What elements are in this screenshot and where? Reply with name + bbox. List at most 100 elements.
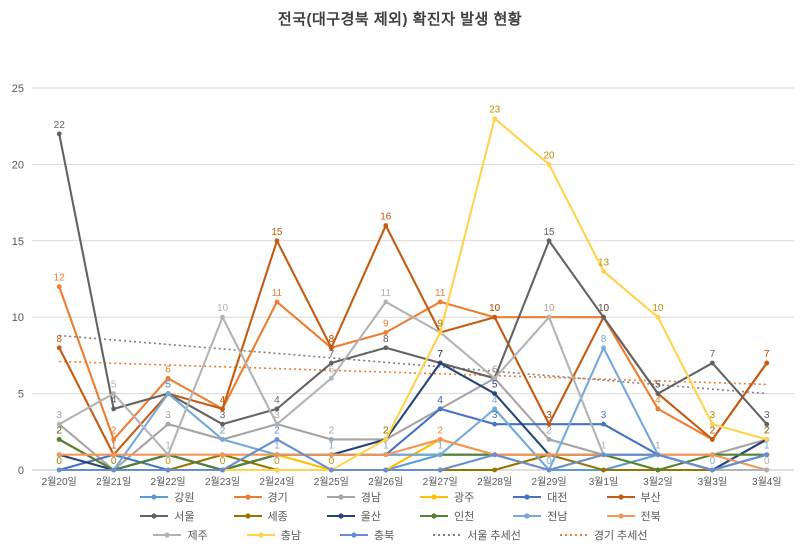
- data-label: 7: [764, 349, 770, 360]
- x-axis-label: 3월2일: [643, 476, 673, 488]
- data-point: [546, 467, 552, 473]
- data-label: 1: [329, 441, 335, 452]
- legend-item-충남: 충남: [246, 527, 301, 543]
- data-label: 15: [544, 227, 556, 238]
- data-label: 10: [598, 303, 610, 314]
- y-axis-tick-label: 15: [12, 236, 24, 248]
- legend-row: 강원 경기 경남 광주 대전 부산: [139, 489, 661, 505]
- data-label: 10: [544, 303, 556, 314]
- x-axis-label: 2월29일: [532, 476, 567, 488]
- data-label: 1: [437, 441, 443, 452]
- legend-swatch-icon: [420, 513, 448, 519]
- data-label: 11: [272, 288, 283, 299]
- series-line-전남: [58, 346, 768, 472]
- data-label: 0: [56, 456, 62, 467]
- legend-item-전북: 전북: [606, 508, 661, 524]
- data-point: [764, 437, 770, 442]
- data-label: 3: [56, 410, 62, 421]
- data-label: 10: [217, 303, 229, 314]
- data-label: 10: [489, 303, 501, 314]
- legend-item-경기: 경기: [233, 489, 288, 505]
- data-point: [601, 314, 606, 320]
- data-point: [601, 268, 606, 274]
- data-label: 2: [764, 425, 770, 436]
- data-point: [274, 467, 280, 473]
- legend-item-서울 추세선: 서울 추세선: [432, 527, 521, 543]
- data-point: [56, 467, 62, 473]
- data-label: 2: [383, 425, 389, 436]
- data-point: [274, 437, 280, 442]
- data-point: [220, 421, 225, 427]
- legend-item-대전: 대전: [512, 489, 568, 505]
- data-label: 2: [56, 425, 62, 436]
- data-label: 1: [111, 441, 117, 452]
- data-point: [764, 452, 770, 458]
- x-axis-label: 2월24일: [259, 476, 294, 488]
- data-label: 4: [111, 395, 117, 406]
- data-label: 9: [383, 318, 389, 329]
- data-point: [111, 452, 117, 458]
- data-point: [328, 360, 334, 366]
- data-label: 6: [165, 364, 171, 375]
- data-label: 2: [329, 425, 335, 436]
- legend-item-광주: 광주: [419, 489, 474, 505]
- legend-item-부산: 부산: [606, 489, 661, 505]
- data-label: 10: [652, 303, 664, 314]
- data-label: 3: [546, 410, 552, 421]
- data-label: 0: [111, 456, 117, 467]
- data-point: [437, 452, 443, 458]
- data-point: [601, 452, 606, 458]
- data-point: [56, 345, 62, 351]
- data-point: [437, 360, 443, 366]
- data-label: 2: [764, 425, 770, 436]
- data-point: [709, 467, 715, 473]
- data-point: [111, 391, 117, 396]
- data-point: [56, 421, 62, 427]
- data-label: 2: [764, 425, 770, 436]
- data-point: [655, 314, 661, 320]
- x-axis-label: 2월27일: [423, 476, 458, 488]
- data-point: [655, 467, 661, 473]
- data-point: [111, 437, 117, 442]
- data-label: 2: [383, 425, 389, 436]
- data-label: 7: [329, 349, 335, 360]
- data-point: [655, 406, 661, 412]
- legend-swatch-icon: [233, 513, 262, 519]
- legend-item-충북: 충북: [339, 527, 394, 543]
- data-point: [165, 452, 171, 458]
- data-label: 10: [598, 303, 610, 314]
- legend-item-울산: 울산: [326, 508, 381, 524]
- data-label: 0: [274, 456, 280, 467]
- data-label: 3: [764, 410, 770, 421]
- data-point: [546, 162, 552, 167]
- legend-label: 인천: [454, 511, 475, 523]
- data-point: [709, 452, 715, 458]
- data-point: [492, 375, 498, 381]
- data-label: 9: [437, 318, 443, 329]
- data-label: 10: [598, 303, 610, 314]
- data-label: 5: [492, 380, 498, 391]
- y-axis-tick-label: 25: [12, 83, 24, 95]
- data-label: 7: [710, 349, 716, 360]
- data-label: 0: [56, 456, 62, 467]
- data-label: 3: [492, 410, 498, 421]
- legend-label: 광주: [454, 492, 475, 504]
- legend-label: 서울 추세선: [467, 530, 521, 542]
- legend-row: 제주 충남 충북 서울 추세선 경기 추세선: [152, 527, 648, 543]
- x-axis-label: 2월21일: [96, 476, 131, 488]
- data-point: [492, 406, 498, 412]
- data-point: [274, 299, 280, 305]
- legend-swatch-icon: [153, 532, 182, 538]
- legend-label: 경기 추세선: [593, 530, 648, 542]
- data-label: 3: [274, 410, 280, 421]
- data-point: [165, 467, 171, 473]
- legend-label: 전북: [640, 511, 661, 523]
- data-label: 8: [601, 334, 607, 345]
- legend-item-경남: 경남: [326, 489, 381, 505]
- data-label: 3: [601, 410, 607, 421]
- legend-swatch-icon: [246, 532, 275, 538]
- legend-swatch-icon: [326, 513, 355, 519]
- data-label: 2: [111, 425, 117, 436]
- data-point: [764, 467, 770, 473]
- data-point: [492, 421, 498, 427]
